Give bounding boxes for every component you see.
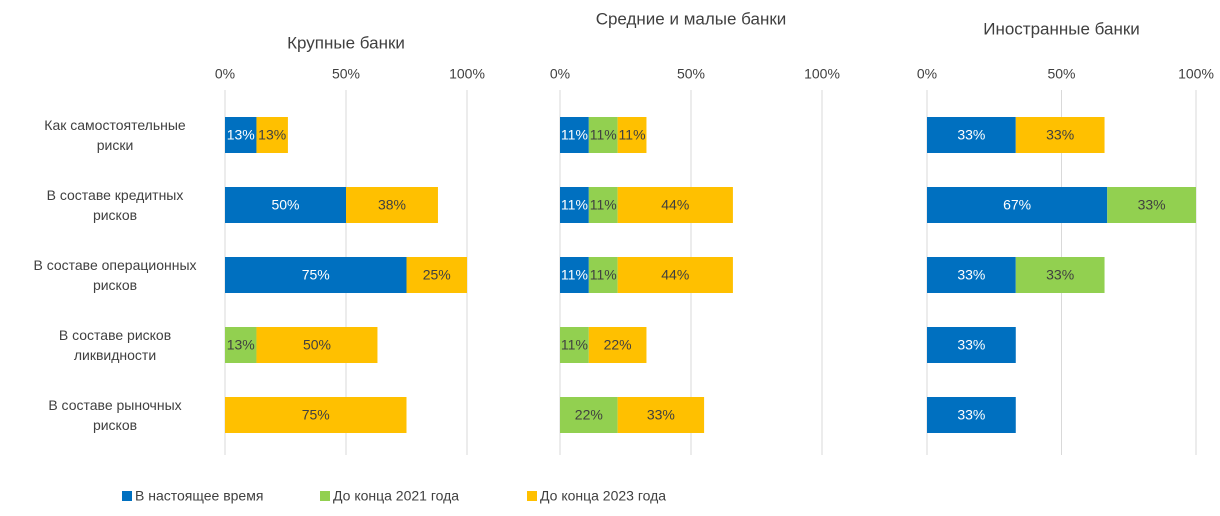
bar-segment [588, 257, 618, 293]
bar-segment [1015, 257, 1105, 293]
data-label: 75% [302, 267, 330, 283]
data-label: 75% [302, 407, 330, 423]
data-label: 38% [378, 197, 406, 213]
data-label: 11% [590, 197, 617, 213]
category-label: В составе операционных рисков [33, 257, 197, 293]
bar-segment [225, 257, 407, 293]
bar-segment [560, 397, 618, 433]
bar-segment [406, 257, 467, 293]
data-label: 13% [258, 127, 286, 143]
data-label: 11% [561, 337, 588, 353]
x-tick-label: 50% [332, 66, 360, 82]
legend-swatch [122, 491, 132, 501]
bar-segment [225, 117, 257, 153]
bar-segment [617, 117, 647, 153]
data-label: 13% [227, 127, 255, 143]
data-label: 11% [619, 127, 646, 143]
bar-segment [588, 327, 647, 363]
bar-segment [617, 187, 733, 223]
bar-segment [1015, 117, 1105, 153]
x-tick-label: 100% [449, 66, 485, 82]
data-label: 11% [590, 267, 617, 283]
data-label: 33% [1046, 267, 1074, 283]
category-label: В составе рыночных рисков [48, 397, 182, 433]
bar-segment [588, 117, 618, 153]
panel-title: Крупные банки [287, 33, 405, 52]
data-label: 33% [957, 337, 985, 353]
legend-swatch [320, 491, 330, 501]
legend-label: В настоящее время [135, 488, 263, 504]
bar-segment [225, 397, 407, 433]
data-label: 33% [1138, 197, 1166, 213]
bar-segment [225, 187, 346, 223]
x-tick-label: 0% [215, 66, 235, 82]
data-label: 33% [957, 267, 985, 283]
bar-segment [560, 117, 589, 153]
bar-segment [225, 327, 257, 363]
data-label: 44% [661, 197, 689, 213]
data-label: 67% [1003, 197, 1031, 213]
data-label: 11% [561, 127, 588, 143]
legend-label: До конца 2021 года [333, 488, 459, 504]
data-label: 22% [604, 337, 632, 353]
x-tick-label: 50% [677, 66, 705, 82]
bar-segment [927, 187, 1108, 223]
bar-segment [588, 187, 618, 223]
panel-title: Средние и малые банки [596, 9, 787, 28]
data-label: 22% [575, 407, 603, 423]
x-tick-label: 0% [917, 66, 937, 82]
panel-title: Иностранные банки [983, 19, 1140, 38]
bar-segment [927, 117, 1016, 153]
data-label: 11% [561, 197, 588, 213]
bar-segment [256, 117, 288, 153]
data-label: 25% [423, 267, 451, 283]
bar-segment [1107, 187, 1196, 223]
bar-segment [560, 257, 589, 293]
data-label: 33% [957, 127, 985, 143]
data-label: 50% [303, 337, 331, 353]
bar-segment [927, 257, 1016, 293]
category-label: Как самостоятельные риски [44, 117, 186, 153]
bar-segment [927, 397, 1016, 433]
data-label: 13% [227, 337, 255, 353]
legend-label: До конца 2023 года [540, 488, 666, 504]
bar-segment [560, 187, 589, 223]
category-label: В составе рисков ликвидности [58, 327, 172, 363]
bar-segment [346, 187, 438, 223]
data-label: 50% [271, 197, 299, 213]
category-label: В составе кредитных рисков [46, 187, 184, 223]
bar-segment [617, 397, 705, 433]
x-tick-label: 100% [804, 66, 840, 82]
data-label: 11% [561, 267, 588, 283]
bar-segment [617, 257, 733, 293]
data-label: 33% [1046, 127, 1074, 143]
bar-segment [927, 327, 1016, 363]
x-tick-label: 0% [550, 66, 570, 82]
bar-segment [256, 327, 378, 363]
data-label: 44% [661, 267, 689, 283]
data-label: 11% [590, 127, 617, 143]
data-label: 33% [647, 407, 675, 423]
x-tick-label: 100% [1178, 66, 1214, 82]
bar-segment [560, 327, 589, 363]
x-tick-label: 50% [1047, 66, 1075, 82]
data-label: 33% [957, 407, 985, 423]
legend-swatch [527, 491, 537, 501]
